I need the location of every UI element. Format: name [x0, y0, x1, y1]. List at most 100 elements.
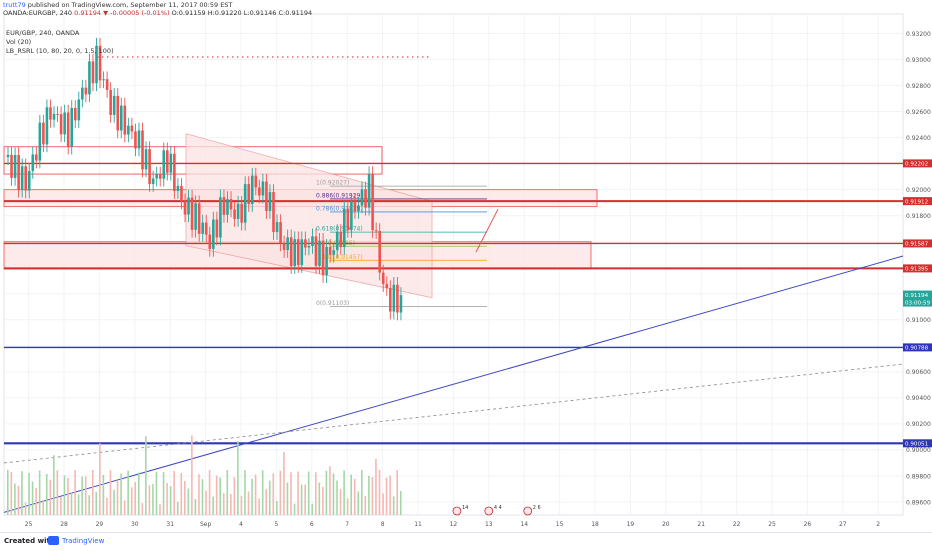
volume-bar	[148, 485, 151, 515]
rising-trendline	[3, 255, 904, 513]
y-tick-label: 0.93000	[906, 57, 931, 64]
volume-bar	[10, 471, 13, 515]
x-tick-label: 22	[733, 521, 741, 528]
volume-bar	[297, 471, 299, 515]
volume-bar	[88, 495, 91, 515]
candle	[219, 197, 222, 238]
candle	[59, 114, 63, 135]
ohlc-text: O:0.91159 H:0.91220 L:0.91146 C:0.91194	[171, 9, 313, 17]
candle	[339, 232, 343, 248]
candle	[31, 154, 35, 171]
candle	[286, 237, 289, 251]
volume-bar	[198, 474, 200, 515]
event-marker-icon	[452, 506, 462, 516]
volume-bar	[77, 494, 80, 515]
candle	[346, 208, 350, 230]
volume-bar	[201, 479, 204, 515]
volume-bar	[307, 471, 310, 515]
volume-bar	[212, 496, 214, 515]
volume-bar	[169, 486, 172, 515]
volume-bar	[184, 481, 186, 515]
x-tick-label: 31	[166, 521, 174, 528]
candle	[95, 45, 98, 84]
x-tick-label: 8	[381, 521, 385, 528]
legend-volume[interactable]: Vol (20)	[6, 38, 32, 46]
volume-bar	[56, 470, 59, 515]
candle	[335, 232, 339, 251]
x-tick-label: 6	[310, 521, 314, 528]
candle	[17, 155, 20, 190]
candle	[222, 197, 226, 215]
y-tick-label: 0.90000	[906, 447, 931, 454]
y-tick-label: 0.92800	[906, 83, 931, 90]
candle	[364, 189, 367, 208]
published-text: published on TradingView.com, September …	[27, 1, 233, 9]
candle	[385, 284, 389, 288]
volume-bar	[49, 479, 52, 515]
candle	[197, 203, 201, 234]
volume-bar	[265, 489, 268, 515]
created-with-text: Created with	[4, 537, 55, 545]
candle	[282, 243, 286, 251]
candle	[148, 149, 151, 184]
volume-bar	[371, 477, 374, 515]
volume-bar	[113, 489, 115, 515]
x-tick-label: 28	[60, 521, 68, 528]
candle	[399, 295, 403, 313]
tradingview-brand[interactable]: TradingView	[62, 537, 105, 545]
volume-bar	[254, 474, 257, 515]
volume-bar	[332, 473, 335, 515]
candle	[130, 125, 134, 132]
candle	[289, 237, 293, 267]
volume-bar	[208, 470, 211, 515]
candle	[151, 178, 155, 184]
volume-bar	[127, 470, 129, 515]
price-label-text: 0.91395	[905, 267, 929, 273]
candle	[321, 240, 325, 276]
event-marker-icon	[523, 506, 533, 516]
volume-bar	[28, 472, 30, 515]
candle	[73, 107, 77, 121]
indicator-legend: EUR/GBP, 240, OANDA Vol (20) LB_RSRL (10…	[6, 29, 114, 56]
y-tick-label: 0.90200	[906, 421, 931, 428]
candle	[49, 107, 52, 120]
x-tick-label: 21	[697, 521, 705, 528]
legend-symbol[interactable]: EUR/GBP, 240, OANDA	[6, 29, 80, 37]
candle	[6, 154, 10, 158]
x-tick-label: 2	[876, 521, 880, 528]
candle	[162, 150, 166, 179]
candle	[134, 131, 137, 149]
candle	[240, 203, 243, 223]
volume-bar	[233, 477, 236, 515]
volume-bar	[102, 474, 105, 515]
symbol-text: OANDA:EURGBP, 240	[3, 9, 73, 17]
candle	[229, 199, 233, 210]
candle	[141, 130, 144, 170]
volume-bar	[14, 483, 16, 515]
volume-bar	[322, 486, 324, 515]
candle	[183, 201, 187, 215]
volume-bar	[244, 470, 246, 515]
candle	[208, 234, 212, 249]
author-link[interactable]: trutt79	[3, 1, 26, 9]
volume-bar	[145, 436, 147, 515]
volume-bar	[63, 475, 66, 515]
volume-bar	[81, 476, 83, 515]
y-tick-label: 0.89600	[906, 499, 931, 506]
candle	[311, 236, 314, 247]
candle	[56, 113, 59, 115]
candle	[392, 284, 396, 312]
last-price-text: 0.91194	[905, 293, 929, 299]
volume-bar	[385, 477, 388, 515]
price-chart[interactable]: 0.93200 0.93000 0.92800 0.92600 0.92400 0.922…	[0, 0, 932, 532]
x-tick-label: 18	[591, 521, 599, 528]
fib-level-label: 0.786(0.91829)	[316, 205, 363, 212]
volume-bar	[191, 435, 193, 515]
candle	[265, 181, 268, 212]
legend-indicator[interactable]: LB_RSRL (10, 80, 20, 0, 1.5, 100)	[6, 47, 114, 55]
candle	[350, 201, 353, 230]
price-label-text: 0.91912	[905, 199, 928, 205]
price-label-box	[903, 239, 932, 248]
candle	[212, 219, 215, 249]
candle	[102, 79, 105, 81]
